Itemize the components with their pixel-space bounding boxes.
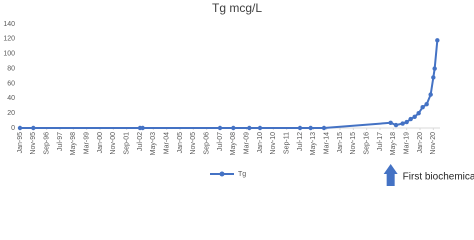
x-tick-label: Jan-95: [17, 132, 24, 154]
x-tick-label: Sep-96: [44, 132, 51, 155]
x-tick-label: Jul-07: [217, 132, 224, 151]
x-tick-label: Mar-19: [404, 132, 411, 154]
data-point: [217, 125, 223, 131]
x-tick-label: May-03: [150, 132, 157, 155]
x-tick-label: Jan-10: [257, 132, 264, 154]
x-tick-label: Jan-05: [177, 132, 184, 154]
annotation-arrow: [383, 164, 398, 186]
x-tick-label: Nov-15: [350, 132, 357, 155]
y-tick-label: 60: [7, 80, 15, 87]
data-point: [247, 125, 252, 131]
x-tick-label: Sep-01: [124, 132, 131, 155]
x-tick-label: May-08: [230, 132, 237, 155]
data-point: [31, 125, 36, 131]
data-point: [420, 105, 425, 110]
legend-marker: [219, 171, 225, 177]
x-tick-label: Mar-09: [244, 132, 251, 154]
chart-title: Tg mcg/L: [212, 1, 262, 15]
x-tick-label: Mar-14: [324, 132, 331, 154]
x-tick-label: May-98: [70, 132, 77, 155]
x-tick-label: Nov-20: [430, 132, 437, 155]
y-tick-label: 0: [11, 125, 15, 132]
x-tick-label: Nov-95: [30, 132, 37, 155]
x-tick-label: Nov-05: [190, 132, 197, 155]
x-tick-label: Sep-11: [284, 132, 291, 154]
y-tick-label: 20: [7, 110, 15, 117]
y-tick-label: 120: [3, 36, 15, 43]
x-tick-label: Mar-99: [84, 132, 91, 154]
data-point: [257, 125, 263, 131]
annotation-text: First biochemical recurrence: [403, 172, 474, 183]
x-tick-label: Jan-15: [337, 132, 344, 154]
x-tick-label: Jan-20: [417, 132, 424, 154]
data-point: [321, 125, 327, 131]
x-tick-label: Nov-10: [270, 132, 277, 155]
y-tick-label: 140: [3, 21, 15, 28]
x-tick-label: Jul-17: [377, 132, 384, 151]
data-point: [424, 102, 429, 107]
y-tick-label: 100: [3, 51, 15, 58]
x-tick-label: Sep-16: [364, 132, 371, 155]
data-point: [17, 125, 23, 131]
data-point: [393, 122, 399, 128]
x-tick-label: Sep-06: [204, 132, 211, 155]
data-point: [400, 121, 405, 126]
y-tick-label: 40: [7, 95, 15, 102]
data-point: [297, 125, 303, 131]
series-line: [20, 40, 439, 129]
chart: Tg mcg/L 0 20 40 60 80 100 120 140 Jan-95 Nov-95 S…: [3, 1, 474, 186]
data-point: [308, 125, 313, 131]
x-tick-label: Jan-00: [97, 132, 104, 154]
x-tick-label: May-13: [310, 132, 317, 155]
legend-label: Tg: [238, 171, 246, 178]
data-point: [408, 116, 413, 122]
data-point: [432, 66, 437, 71]
data-point: [388, 120, 393, 126]
data-point: [431, 75, 436, 80]
x-tick-label: Nov-00: [110, 132, 117, 155]
x-tick-label: Mar-04: [164, 132, 171, 154]
data-point: [416, 110, 421, 116]
data-point: [404, 119, 409, 125]
x-tick-label: Jul-97: [57, 132, 64, 151]
data-point: [231, 125, 236, 131]
y-tick-label: 80: [7, 65, 15, 72]
data-point: [435, 38, 440, 43]
data-point: [428, 92, 433, 97]
data-point: [140, 125, 145, 131]
data-point: [412, 114, 417, 120]
x-tick-label: May-18: [390, 132, 397, 155]
x-tick-label: Jul-12: [297, 132, 304, 151]
x-tick-label: Jul-02: [137, 132, 144, 151]
